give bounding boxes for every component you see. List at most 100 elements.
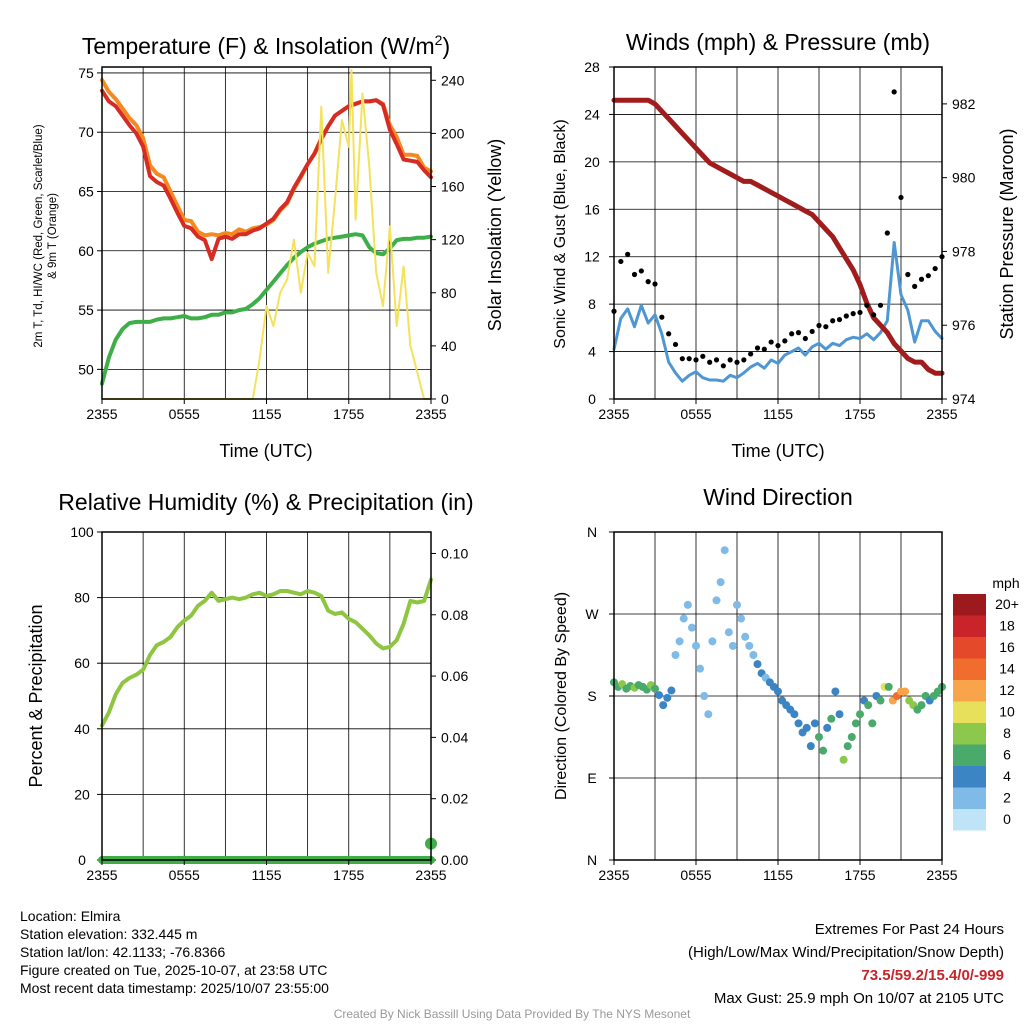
temperature-ytick-label: 70	[78, 124, 94, 140]
wind-direction-point	[671, 651, 680, 659]
elevation-text: Station elevation: 332.445 m	[20, 926, 198, 942]
humidity-xtick-label: 1755	[333, 867, 364, 883]
series-solar-insolation	[101, 68, 432, 400]
speed-legend-swatch	[953, 680, 986, 702]
gust-point	[638, 268, 644, 274]
wind-direction-point	[864, 701, 873, 710]
temperature-ytick-label: 50	[78, 361, 94, 377]
temperature-ylabel-right: Solar Insolation (Yellow)	[485, 139, 505, 331]
humidity-panel: Relative Humidity (%) & Precipitation (i…	[26, 489, 474, 883]
gust-point	[775, 343, 781, 349]
pressure-ytick-label: 978	[952, 243, 976, 259]
gust-point	[912, 283, 918, 289]
temperature-ytick-label: 55	[78, 302, 94, 318]
station-info: Location: Elmira Station elevation: 332.…	[20, 907, 329, 997]
temperature-xtick-label: 0555	[169, 406, 200, 422]
wind-direction-point	[806, 742, 815, 751]
gust-point	[932, 265, 938, 272]
temperature-ylabel-line2: & 9m T (Orange)	[47, 193, 59, 279]
temperature-xlabel: Time (UTC)	[219, 441, 312, 461]
extremes-title: Extremes For Past 24 Hours	[814, 921, 1004, 938]
gust-point	[659, 314, 665, 320]
wind-direction-point	[667, 686, 676, 695]
humidity-ytick-label: 0	[78, 852, 86, 868]
gust-point	[707, 359, 713, 365]
wind-direction-title: Wind Direction	[703, 484, 853, 510]
max-gust-text: Max Gust: 25.9 mph On 10/07 at 2105 UTC	[713, 990, 1004, 1007]
speed-legend-unit: mph	[992, 575, 1019, 591]
wind-direction-ylabel: Direction (Colored By Speed)	[553, 592, 570, 800]
series-sonic-wind	[612, 241, 944, 383]
precip-ytick-label: 0.10	[441, 545, 468, 561]
gust-point	[741, 357, 747, 363]
gust-point	[816, 322, 822, 329]
speed-legend-label: 10	[999, 704, 1015, 720]
wind-direction-point	[815, 733, 823, 741]
humidity-ytick-label: 100	[70, 524, 94, 540]
gust-point	[727, 357, 733, 363]
insolation-ytick-label: 80	[441, 285, 457, 301]
gust-point	[631, 271, 638, 278]
insolation-ytick-label: 160	[441, 179, 465, 195]
wind-direction-point	[700, 692, 709, 700]
gust-point	[871, 312, 877, 318]
wind-direction-xtick-label: 1155	[763, 867, 793, 883]
winds-xtick-label: 2355	[598, 406, 629, 422]
wind-direction-point	[827, 714, 836, 723]
wind-direction-point	[917, 701, 926, 710]
gust-point	[672, 341, 679, 348]
wind-direction-point	[749, 651, 758, 659]
humidity-ytick-label: 40	[74, 721, 90, 737]
wind-direction-point	[696, 664, 705, 673]
wind-direction-point	[659, 701, 668, 710]
gust-point	[734, 359, 740, 365]
wind-direction-point	[687, 623, 696, 632]
precip-ytick-label: 0.00	[441, 852, 468, 868]
wind-direction-point	[843, 742, 852, 751]
speed-legend-swatch	[953, 723, 986, 745]
temperature-ytick-label: 65	[78, 184, 94, 200]
wind-direction-point	[655, 691, 664, 700]
speed-legend-swatch	[953, 787, 986, 809]
humidity-xtick-label: 1155	[251, 867, 281, 883]
gust-point	[830, 318, 836, 324]
gust-point	[720, 363, 726, 369]
speed-legend-swatch	[953, 637, 986, 659]
speed-legend-label: 20+	[995, 596, 1019, 612]
wind-direction-point	[651, 684, 659, 693]
gust-point	[789, 331, 795, 337]
wind-direction-xtick-label: 0555	[680, 867, 711, 883]
wind-direction-point	[720, 546, 729, 555]
series-2m-td	[100, 232, 433, 386]
temperature-xtick-label: 1755	[333, 406, 364, 422]
winds-xlabel: Time (UTC)	[731, 441, 824, 461]
series-relative-humidity	[100, 577, 433, 728]
wind-direction-point	[868, 719, 877, 728]
wind-direction-point	[737, 614, 746, 623]
wind-direction-point	[835, 710, 844, 719]
humidity-xtick-label: 0555	[169, 867, 200, 883]
speed-legend-label: 16	[999, 639, 1015, 655]
gust-point	[809, 328, 815, 335]
temperature-ylabel-line1: 2m T, Td, HI/WC (Red, Green, Scarlet/Blu…	[33, 124, 45, 347]
speed-legend-label: 0	[1003, 811, 1011, 827]
wind-direction-point	[839, 755, 848, 764]
insolation-ytick-label: 120	[441, 232, 465, 248]
wind-direction-point	[884, 682, 893, 691]
gust-point	[625, 251, 631, 257]
wind-direction-point	[675, 637, 684, 646]
wind-direction-point	[851, 719, 860, 728]
gust-point	[884, 230, 890, 236]
gust-point	[877, 302, 884, 308]
humidity-ytick-label: 80	[74, 590, 90, 606]
wind-direction-ytick-label: N	[587, 524, 597, 540]
gust-point	[768, 339, 774, 345]
wind-direction-point	[774, 687, 782, 696]
wind-direction-ytick-label: N	[587, 852, 597, 868]
precip-ytick-label: 0.04	[441, 729, 468, 745]
speed-legend-label: 18	[999, 618, 1015, 634]
wind-direction-panel: Wind Direction Direction (Colored By Spe…	[553, 484, 1020, 883]
speed-legend-label: 4	[1003, 768, 1011, 784]
temperature-panel: Temperature (F) & Insolation (W/m2) Time…	[33, 32, 505, 461]
